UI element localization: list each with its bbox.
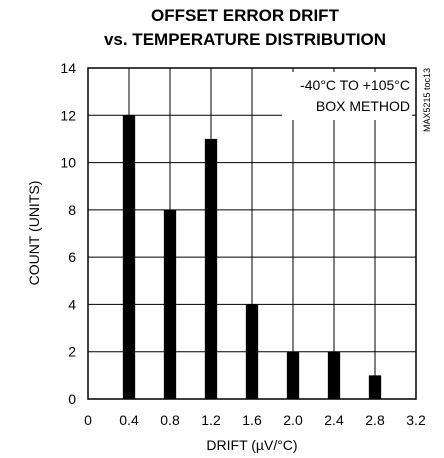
x-tick-label: 2.0 <box>283 412 303 428</box>
x-tick-label: 1.6 <box>242 412 262 428</box>
bar <box>327 351 341 399</box>
bar <box>368 375 382 399</box>
y-tick-label: 8 <box>68 202 76 218</box>
bar <box>122 115 136 400</box>
bar <box>245 304 259 399</box>
annotation-method: BOX METHOD <box>316 98 410 114</box>
chart-title-line-2: vs. TEMPERATURE DISTRIBUTION <box>104 30 386 49</box>
y-tick-label: 14 <box>60 60 76 76</box>
x-tick-label: 0.4 <box>119 412 139 428</box>
y-axis-label: COUNT (UNITS) <box>26 181 42 286</box>
x-tick-label: 0 <box>84 412 92 428</box>
x-tick-label: 2.8 <box>365 412 385 428</box>
y-tick-label: 4 <box>68 296 76 312</box>
x-tick-label: 3.2 <box>406 412 426 428</box>
bar <box>286 351 300 399</box>
bar <box>204 138 218 399</box>
plot-frame <box>87 67 417 400</box>
annotation-box <box>282 72 412 120</box>
y-tick-label: 12 <box>60 107 76 123</box>
y-tick-labels: 0 2 4 6 8 10 12 14 <box>60 60 76 407</box>
x-tick-label: 0.8 <box>160 412 180 428</box>
x-tick-label: 2.4 <box>324 412 344 428</box>
x-tick-label: 1.2 <box>201 412 221 428</box>
y-tick-label: 10 <box>60 155 76 171</box>
bar <box>163 209 177 399</box>
bars-group <box>122 115 382 400</box>
x-axis-label: DRIFT (µV/°C) <box>206 437 297 453</box>
y-tick-label: 2 <box>68 344 76 360</box>
chart-title-line-1: OFFSET ERROR DRIFT <box>151 6 340 25</box>
figure-side-label: MAX5215 toc13 <box>422 68 432 132</box>
y-tick-label: 0 <box>68 391 76 407</box>
annotation-temperature-range: -40°C TO +105°C <box>300 77 410 93</box>
y-tick-label: 6 <box>68 249 76 265</box>
x-tick-labels: 0 0.4 0.8 1.2 1.6 2.0 2.4 2.8 3.2 <box>84 412 426 428</box>
